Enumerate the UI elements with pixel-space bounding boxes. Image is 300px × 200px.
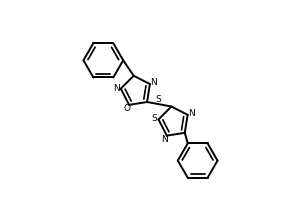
Text: N: N	[188, 109, 195, 118]
Text: O: O	[124, 104, 131, 113]
Text: S: S	[152, 114, 158, 123]
Text: N: N	[162, 135, 168, 144]
Text: N: N	[150, 78, 157, 87]
Text: N: N	[113, 84, 120, 93]
Text: S: S	[155, 95, 161, 104]
